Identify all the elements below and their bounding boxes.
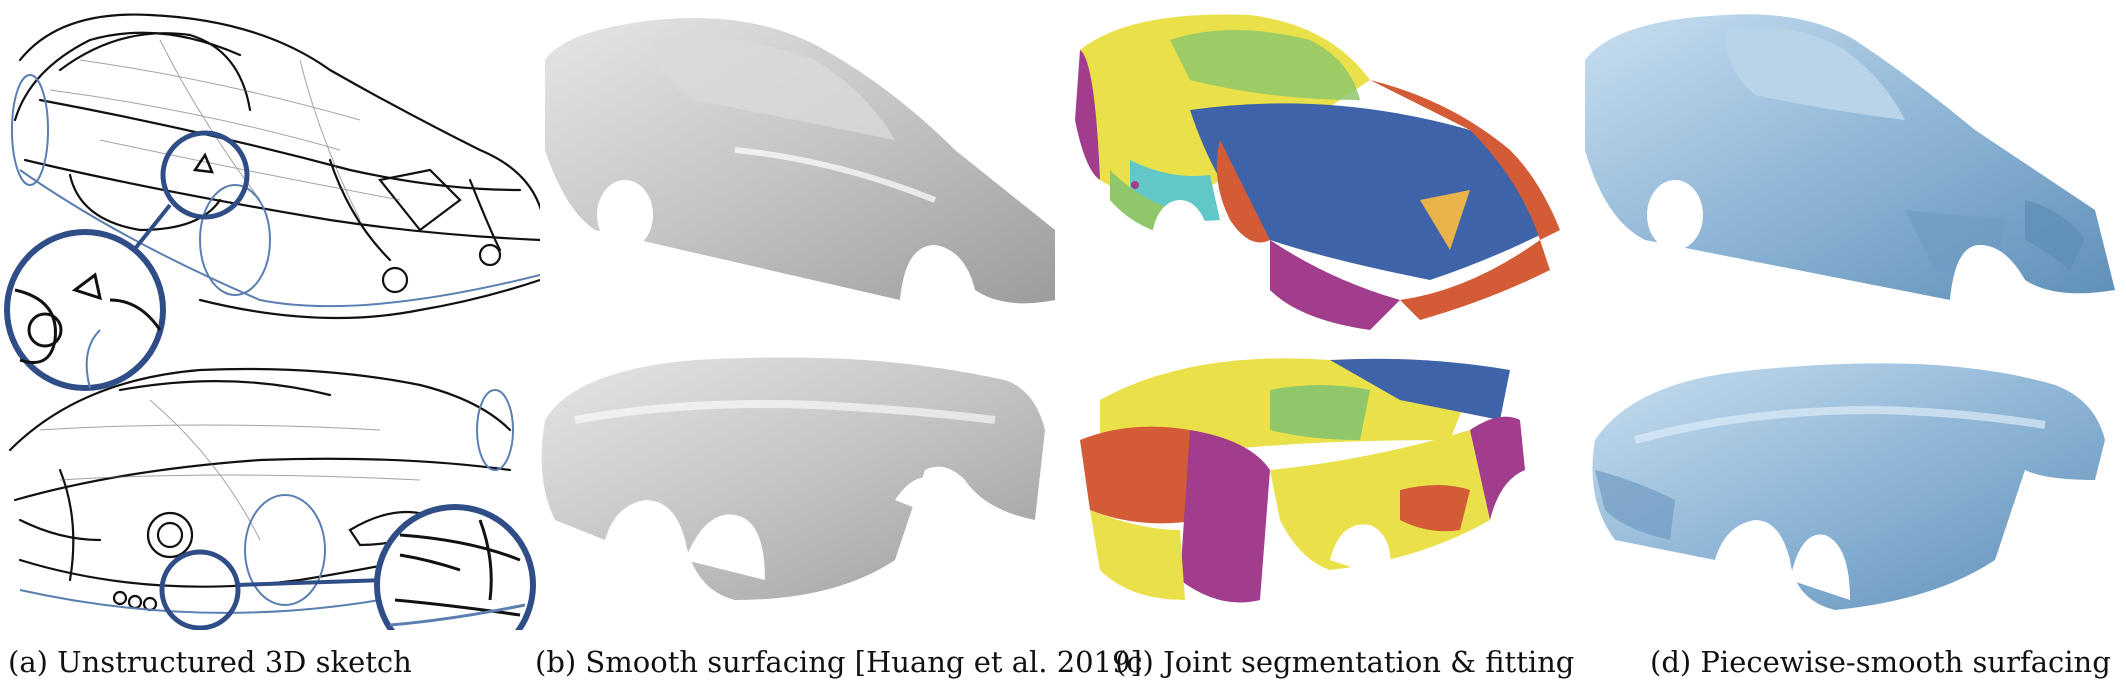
segmentation-render — [1075, 14, 1560, 603]
caption-d: (d) Piecewise-smooth surfacing — [1650, 645, 2111, 679]
piecewise-surface-render — [1585, 14, 2115, 610]
caption-a: (a) Unstructured 3D sketch — [8, 645, 412, 679]
panel-segmentation-fitting: (c) Joint segmentation & fitting — [1070, 0, 1615, 679]
smooth-surface-render — [541, 18, 1055, 600]
caption-c: (c) Joint segmentation & fitting — [1115, 645, 1575, 679]
panel-smooth-surfacing: (b) Smooth surfacing [Huang et al. 2019] — [535, 0, 1142, 679]
panel-piecewise-surfacing: (d) Piecewise-smooth surfacing — [1575, 0, 2126, 679]
sketch-illustration — [4, 13, 540, 630]
panel-unstructured-sketch: (a) Unstructured 3D sketch — [0, 0, 540, 679]
caption-b: (b) Smooth surfacing [Huang et al. 2019] — [535, 645, 1142, 679]
